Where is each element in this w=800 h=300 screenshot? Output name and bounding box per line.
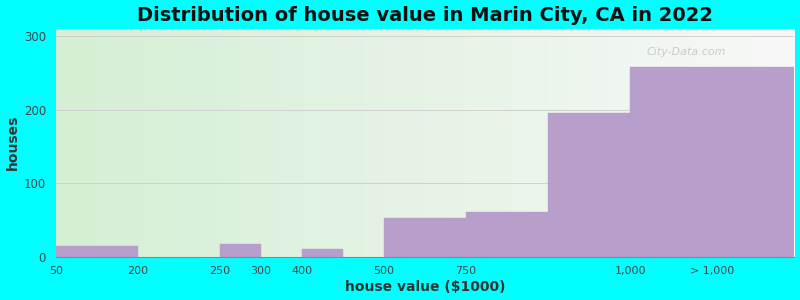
Title: Distribution of house value in Marin City, CA in 2022: Distribution of house value in Marin Cit…: [137, 6, 713, 25]
Bar: [466, 212, 630, 256]
Y-axis label: houses: houses: [6, 115, 19, 170]
Text: City-Data.com: City-Data.com: [646, 47, 726, 57]
Bar: [384, 218, 466, 256]
Bar: [630, 67, 794, 256]
Bar: [56, 245, 138, 256]
Bar: [548, 113, 712, 256]
X-axis label: house value ($1000): house value ($1000): [345, 280, 506, 294]
Bar: [220, 244, 261, 256]
Bar: [302, 249, 343, 256]
